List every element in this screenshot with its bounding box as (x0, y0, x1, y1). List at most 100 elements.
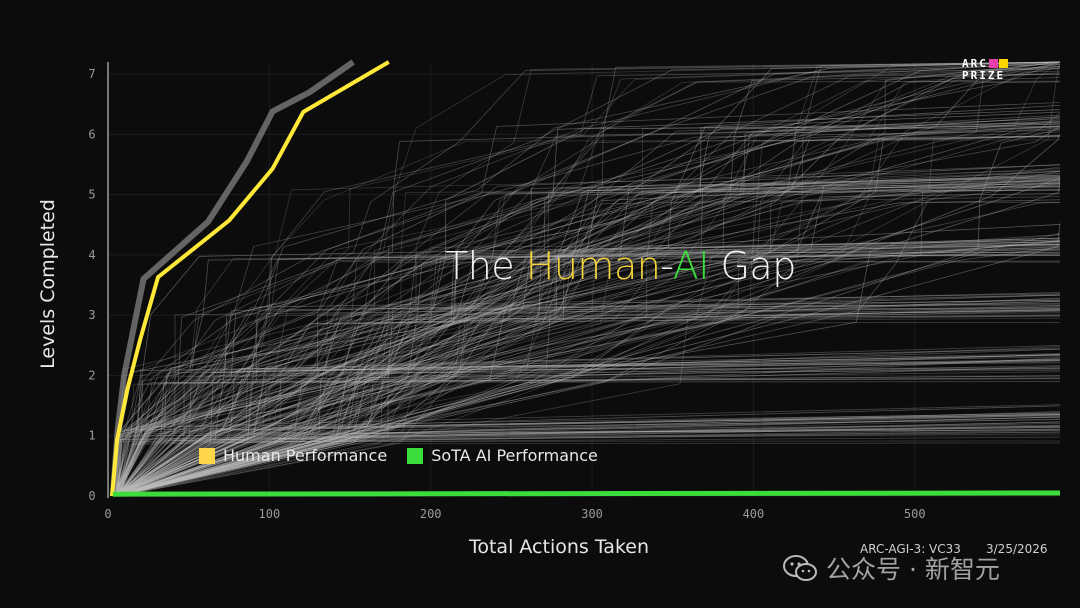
human-trace (117, 293, 1061, 497)
human-trace (115, 116, 1061, 497)
human-trace (116, 303, 1061, 497)
y-tick-label: 1 (88, 429, 95, 443)
human-trace (114, 171, 1061, 497)
human-trace (116, 179, 1061, 497)
y-tick-label: 6 (88, 127, 95, 141)
human-trace (115, 109, 1061, 497)
human-trace (112, 61, 1061, 497)
y-axis-label: Levels Completed (37, 199, 59, 369)
human-trace (117, 125, 1061, 497)
y-tick-label: 3 (88, 308, 95, 322)
human-trace (114, 125, 1061, 497)
series (110, 60, 1061, 497)
human-trace (116, 304, 1061, 497)
human-trace (116, 117, 1061, 497)
human-trace (116, 189, 1061, 497)
human-trace (112, 61, 1061, 497)
human-trace (116, 177, 1061, 497)
x-tick-label: 100 (259, 507, 281, 521)
human-trace (115, 412, 1061, 497)
watermark-text: 公众号 · 新智元 (826, 555, 1000, 584)
human-trace (115, 67, 1061, 497)
human-trace (115, 365, 1061, 497)
human-trace (114, 180, 1061, 497)
human-trace (118, 116, 1061, 497)
human-trace (113, 114, 1061, 497)
human-trace (116, 139, 1061, 497)
human-trace (118, 312, 1061, 497)
legend-label-ai: SoTA AI Performance (431, 446, 598, 465)
human-trace (117, 421, 1061, 497)
human-trace (117, 134, 1061, 497)
human-trace (116, 223, 1061, 497)
human-trace (113, 164, 1061, 497)
human-trace (113, 357, 1061, 497)
chart-title: The Human-AI Gap (445, 244, 796, 288)
human-trace (115, 366, 1061, 497)
footer-date: 3/25/2026 (986, 542, 1048, 556)
human-trace (115, 424, 1061, 497)
human-trace (118, 177, 1061, 497)
human-trace (113, 67, 1061, 497)
human-trace (113, 73, 1061, 497)
human-trace (117, 61, 1061, 497)
human-trace (117, 193, 1061, 497)
human-trace (117, 431, 1061, 497)
human-trace (113, 240, 1061, 497)
wechat-icon (783, 555, 817, 581)
human-trace (118, 77, 1061, 497)
human-trace (117, 421, 1061, 497)
human-trace (114, 369, 1061, 497)
human-trace (117, 302, 1061, 497)
human-trace (114, 414, 1061, 497)
human-trace (117, 298, 1061, 497)
human-trace (112, 224, 1061, 497)
human-trace (115, 306, 1061, 497)
human-trace (114, 182, 1061, 497)
human-trace (113, 61, 1061, 497)
human-trace (118, 243, 1061, 497)
human-trace (112, 249, 1061, 497)
human-trace (114, 381, 1061, 497)
human-trace (118, 419, 1061, 497)
human-trace (117, 127, 1061, 497)
human-trace (116, 66, 1061, 497)
human-trace (118, 367, 1061, 497)
y-tick-label: 4 (88, 248, 95, 262)
logo-yellow-square (998, 59, 1008, 68)
human-trace (115, 294, 1061, 497)
logo-pink-square (988, 59, 998, 68)
human-trace (117, 375, 1061, 497)
human-trace (117, 199, 1061, 497)
x-tick-label: 500 (904, 507, 926, 521)
human-trace (116, 245, 1061, 497)
human-trace (114, 126, 1061, 497)
human-trace (116, 111, 1061, 497)
human-trace (112, 360, 1061, 497)
human-trace (118, 418, 1061, 497)
human-trace (117, 61, 1061, 497)
human-trace (116, 183, 1061, 497)
title-human: Human (525, 244, 661, 288)
grid (107, 62, 1060, 497)
legend-swatch-human (199, 447, 215, 464)
human-trace (117, 354, 1061, 497)
human-trace (116, 304, 1061, 497)
human-trace (113, 308, 1061, 497)
human-trace (113, 416, 1061, 497)
human-trace (117, 81, 1061, 497)
human-trace (115, 358, 1061, 497)
human-trace (117, 123, 1061, 497)
human-trace (116, 61, 1061, 497)
human-trace (115, 186, 1061, 497)
x-tick-label: 300 (581, 507, 603, 521)
legend-item-human: Human Performance (199, 446, 387, 465)
human-trace (114, 237, 1061, 497)
human-trace (113, 246, 1061, 497)
human-trace (118, 429, 1061, 497)
human-trace (118, 80, 1061, 497)
human-trace (118, 251, 1061, 497)
human-trace (116, 184, 1061, 497)
human-trace (114, 414, 1061, 497)
title-pre: The (445, 244, 526, 288)
